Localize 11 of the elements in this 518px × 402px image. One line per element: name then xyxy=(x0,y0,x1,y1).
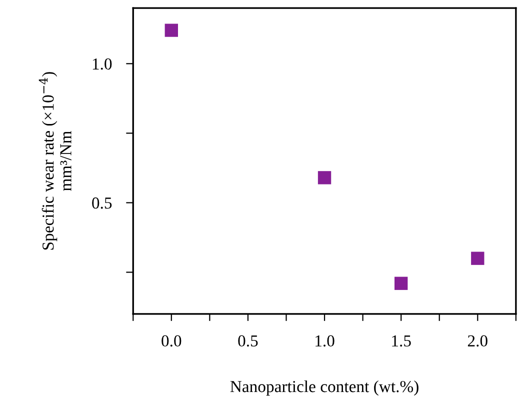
x-tick-label: 1.0 xyxy=(316,335,334,347)
x-tick-label: 0.5 xyxy=(238,335,258,347)
text: Specific wear rate (×10$^{−4}$) mm³/Nm xyxy=(38,72,72,250)
point xyxy=(471,252,484,265)
x-tick-label: 2.0 xyxy=(468,335,488,347)
x-axis-title: Nanoparticle content (wt.%) xyxy=(230,380,418,396)
x-tick-label: 0.0 xyxy=(162,335,182,347)
point xyxy=(164,24,178,37)
x-tick-label: 1.5 xyxy=(392,335,411,347)
point xyxy=(318,171,332,184)
point xyxy=(394,276,408,290)
